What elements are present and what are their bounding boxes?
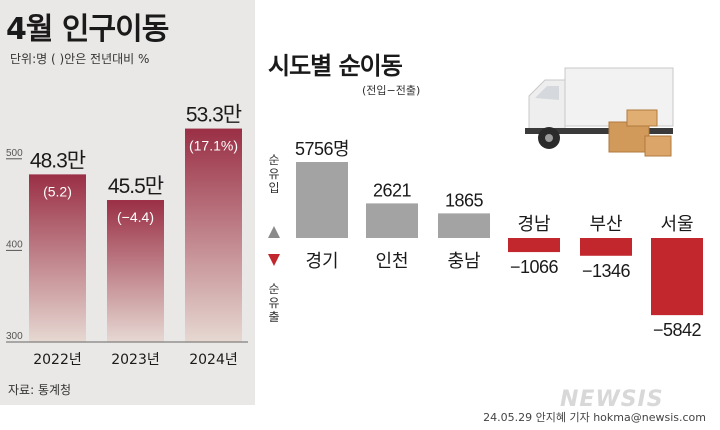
region-category-label: 부산 (589, 214, 622, 235)
region-category-label: 경기 (305, 251, 338, 272)
year-bar (185, 128, 242, 342)
net-in-label: 순유입 (268, 153, 280, 195)
year-change-label: (17.1%) (189, 138, 238, 154)
region-value-label: 5756명 (295, 139, 349, 159)
region-bar (366, 203, 418, 238)
year-category-label: 2023년 (111, 352, 160, 368)
down-arrow-icon (268, 254, 280, 266)
region-value-label: −1066 (510, 257, 559, 277)
section-title: 시도별 순이동 (268, 52, 403, 80)
page-title: 4월 인구이동 (6, 12, 169, 47)
region-bar (296, 162, 348, 238)
year-category-label: 2024년 (189, 352, 238, 368)
region-category-label: 인천 (375, 251, 408, 272)
newsis-watermark: NEWSIS (560, 387, 664, 412)
region-bar (508, 238, 560, 253)
year-value-label: 48.3만 (30, 149, 86, 172)
unit-note: 단위:명 ( )안은 전년대비 % (10, 52, 150, 66)
region-value-label: −1346 (582, 261, 631, 281)
y-tick-label: 500 (6, 148, 23, 159)
credit-line: 24.05.29 안지혜 기자 hokma@newsis.com (483, 411, 706, 424)
section-note: (전입−전출) (362, 84, 421, 97)
net-out-label: 순유출 (268, 282, 280, 324)
region-bar (580, 238, 632, 256)
truck-icon (525, 67, 674, 157)
up-arrow-icon (268, 226, 280, 238)
region-value-label: 2621 (373, 180, 412, 200)
region-bar (438, 213, 490, 238)
region-value-label: −5842 (653, 320, 702, 340)
y-tick-label: 300 (6, 331, 23, 342)
yearly-migration-chart: 300 400 500 48.3만 (5.2) 2022년 45.5만 (−4.4) 2023년… (6, 104, 248, 368)
year-change-label: (−4.4) (117, 209, 154, 225)
year-change-label: (5.2) (43, 183, 72, 199)
y-tick-label: 400 (6, 239, 23, 250)
region-value-label: 1865 (445, 190, 484, 210)
year-bar (107, 200, 164, 342)
year-value-label: 53.3만 (186, 104, 242, 127)
region-category-label: 충남 (447, 251, 480, 272)
year-bar (29, 174, 86, 342)
year-value-label: 45.5만 (108, 175, 164, 198)
source-note: 자료: 통계청 (8, 383, 72, 397)
region-category-label: 경남 (517, 214, 550, 235)
region-bar (651, 238, 703, 316)
region-category-label: 서울 (660, 214, 693, 235)
year-category-label: 2022년 (33, 352, 82, 368)
